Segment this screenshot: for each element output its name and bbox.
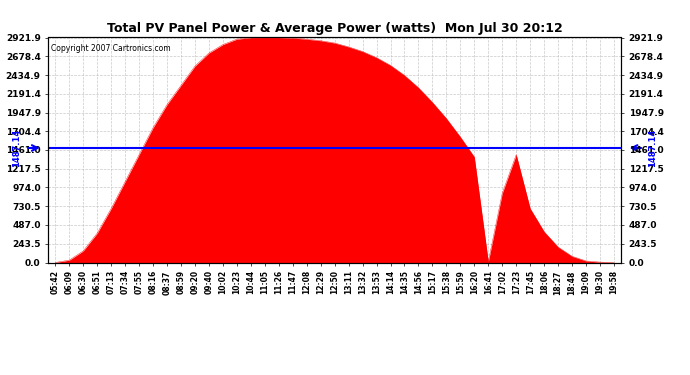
- Text: 1487.14: 1487.14: [648, 129, 657, 167]
- Title: Total PV Panel Power & Average Power (watts)  Mon Jul 30 20:12: Total PV Panel Power & Average Power (wa…: [107, 22, 562, 35]
- Text: Copyright 2007 Cartronics.com: Copyright 2007 Cartronics.com: [51, 44, 171, 53]
- Text: 1487.14: 1487.14: [12, 129, 21, 167]
